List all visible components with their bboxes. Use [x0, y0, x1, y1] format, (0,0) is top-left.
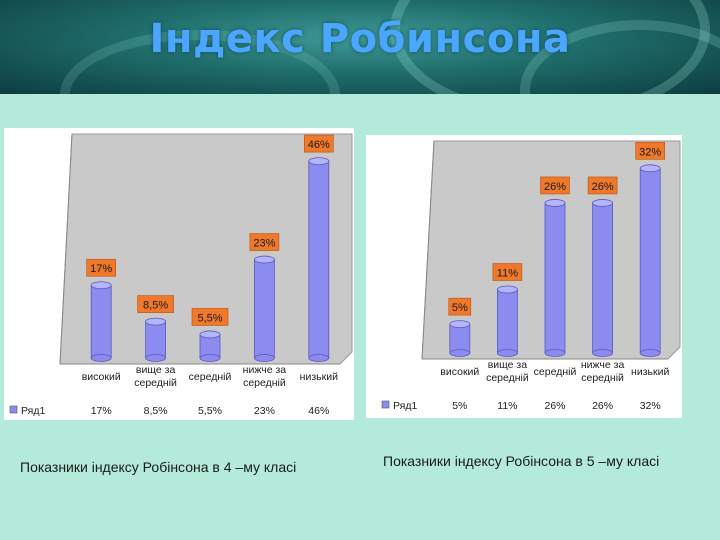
table-value: 11%	[497, 400, 517, 412]
bar-cap	[90, 281, 112, 290]
table-value: 5,5%	[198, 405, 222, 417]
bar-cap	[308, 157, 330, 166]
category-label: середній	[189, 371, 232, 383]
slide-title: Індекс Робинсона	[149, 16, 571, 62]
bar	[308, 160, 330, 359]
category-label: низький	[300, 371, 338, 383]
bar-base	[253, 354, 275, 362]
data-label: 5%	[452, 302, 468, 314]
table-value: 32%	[640, 400, 661, 412]
data-label-box	[191, 308, 229, 326]
bar-base	[544, 349, 566, 357]
bar-base	[199, 354, 221, 362]
data-label-box	[303, 134, 334, 153]
bar-base	[90, 354, 112, 362]
legend-key	[381, 400, 390, 409]
category-label: вище за середній	[134, 364, 177, 389]
bar-chart-grade-4: 17% 8,5% 5,5% 23% 46% високий вище за середній с…	[9, 133, 353, 417]
data-label-box	[86, 258, 116, 277]
data-label-box	[635, 142, 666, 160]
bar-base	[308, 354, 330, 362]
table-value: 23%	[254, 405, 275, 417]
legend-series-name: Ряд1	[21, 405, 45, 417]
bar	[544, 202, 566, 354]
data-label-box	[492, 263, 523, 281]
legend-key	[9, 405, 18, 414]
bar-base	[449, 349, 471, 357]
data-label-box	[137, 295, 174, 313]
data-label: 26%	[592, 181, 614, 193]
category-label: вище за середній	[486, 359, 529, 384]
bar-cap	[253, 255, 275, 264]
category-label: середній	[534, 366, 577, 378]
data-label-box	[540, 176, 570, 195]
category-label: нижче за середній	[581, 359, 625, 384]
chart-panel-grade-4: 17% 8,5% 5,5% 23% 46% високий вище за середній с…	[4, 128, 354, 420]
bar	[496, 289, 518, 354]
bar-cap	[449, 320, 471, 329]
table-value: 26%	[592, 400, 613, 412]
data-label: 5,5%	[197, 312, 222, 324]
caption-grade-5: Показники індексу Робінсона в 5 –му клас…	[383, 453, 660, 469]
legend-series-name: Ряд1	[393, 400, 417, 412]
bar-cap	[145, 317, 167, 326]
table-value: 46%	[308, 405, 329, 417]
y-axis	[59, 133, 73, 365]
bar-base	[145, 354, 167, 362]
bar-base	[496, 349, 518, 357]
category-label: нижче за середній	[243, 364, 287, 389]
category-label: високий	[440, 366, 479, 378]
bar-base	[592, 349, 614, 357]
bar-cap	[592, 199, 614, 207]
data-label-box	[448, 297, 472, 316]
table-value: 8,5%	[144, 405, 168, 417]
data-label: 11%	[497, 268, 518, 280]
data-label-box	[587, 176, 618, 195]
data-label-box	[249, 233, 280, 251]
bar	[592, 202, 614, 354]
bar	[145, 321, 167, 359]
caption-grade-4: Показники індексу Робінсона в 4 –му клас…	[20, 459, 297, 475]
bar	[90, 284, 112, 359]
bar-chart-grade-5: 5% 11% 26% 26% 32% високий вище за середній сере…	[381, 140, 681, 412]
bar-base	[639, 349, 661, 357]
bar	[639, 167, 661, 354]
category-label: високий	[82, 371, 121, 383]
title-banner: Індекс Робинсона	[0, 0, 720, 94]
bar-cap	[496, 285, 518, 294]
bar-cap	[544, 199, 566, 207]
bar	[253, 259, 275, 359]
table-value: 26%	[544, 400, 565, 412]
bar-cap	[199, 330, 221, 339]
data-label: 26%	[544, 181, 566, 193]
bar-cap	[639, 164, 661, 173]
data-label: 17%	[90, 263, 112, 275]
data-label: 46%	[308, 139, 330, 151]
table-value: 5%	[452, 400, 467, 412]
data-label: 23%	[253, 238, 275, 250]
y-axis	[421, 140, 435, 360]
category-label: низький	[631, 366, 669, 378]
data-label: 8,5%	[143, 300, 168, 312]
table-value: 17%	[91, 405, 112, 417]
data-label: 32%	[639, 146, 661, 158]
chart-panel-grade-5: 5% 11% 26% 26% 32% високий вище за середній сере…	[366, 135, 682, 418]
bar	[449, 323, 471, 354]
